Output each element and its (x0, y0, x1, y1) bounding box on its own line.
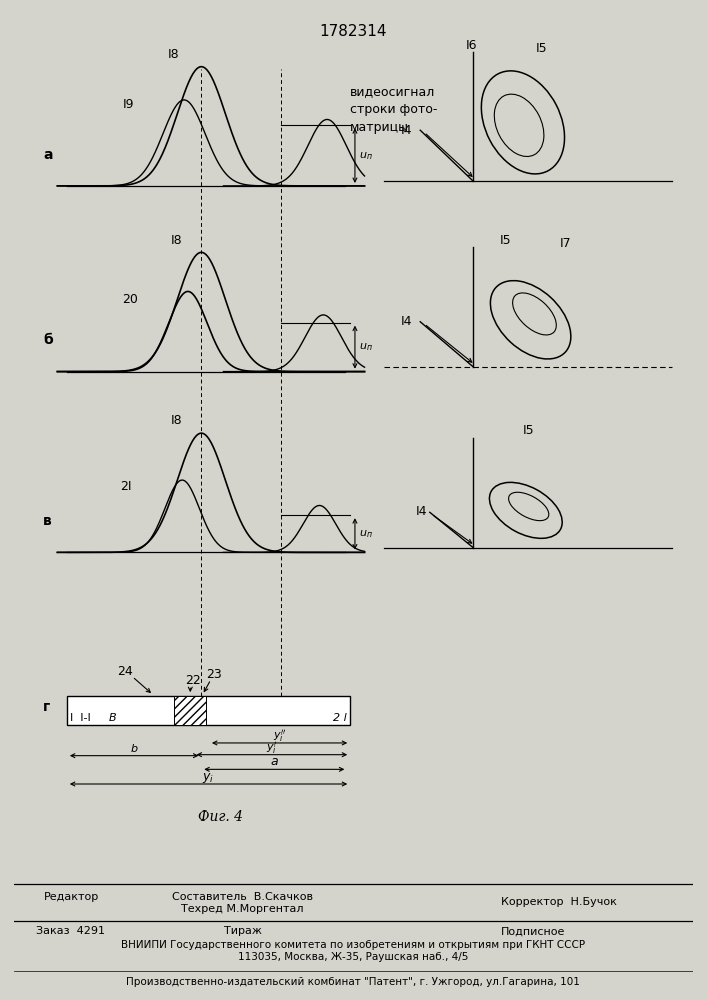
Text: I5: I5 (523, 424, 534, 437)
Text: 20: 20 (122, 293, 139, 306)
Bar (175, 696, 206, 725)
Text: в: в (43, 514, 52, 528)
Text: I9: I9 (122, 98, 134, 111)
Text: Редактор: Редактор (44, 892, 99, 902)
Text: Фиг. 4: Фиг. 4 (198, 810, 243, 824)
Text: I4: I4 (401, 124, 412, 137)
Text: 1782314: 1782314 (320, 24, 387, 39)
Text: Подписное: Подписное (501, 926, 566, 936)
Text: I8: I8 (168, 48, 180, 61)
Text: $u_п$: $u_п$ (358, 150, 373, 162)
Text: 23: 23 (206, 668, 222, 681)
Text: I5: I5 (535, 42, 547, 55)
Text: 2 l: 2 l (333, 713, 346, 723)
Text: I  I-I: I I-I (70, 713, 90, 723)
Text: I4: I4 (401, 315, 412, 328)
Text: I8: I8 (170, 414, 182, 427)
Text: 24: 24 (117, 665, 133, 678)
Text: I8: I8 (170, 234, 182, 247)
Text: Производственно-издательский комбинат "Патент", г. Ужгород, ул.Гагарина, 101: Производственно-издательский комбинат "П… (126, 977, 580, 987)
Text: б: б (43, 333, 53, 347)
Text: $y_i'$: $y_i'$ (267, 740, 278, 756)
Text: Корректор  Н.Бучок: Корректор Н.Бучок (501, 897, 617, 907)
Text: $b$: $b$ (130, 742, 139, 754)
Text: I6: I6 (465, 39, 477, 52)
Text: видеосигнал
строки фото-
матрицы: видеосигнал строки фото- матрицы (350, 85, 438, 134)
Text: B: B (109, 713, 117, 723)
Text: $u_п$: $u_п$ (358, 528, 373, 540)
Text: Техред М.Моргентал: Техред М.Моргентал (182, 904, 304, 914)
Text: 2I: 2I (119, 480, 132, 493)
Bar (67, 696, 350, 725)
Text: I5: I5 (500, 234, 512, 247)
Text: ВНИИПИ Государственного комитета по изобретениям и открытиям при ГКНТ СССР: ВНИИПИ Государственного комитета по изоб… (121, 940, 585, 950)
Text: $y_i$: $y_i$ (202, 771, 215, 785)
Text: $a$: $a$ (270, 755, 279, 768)
Text: г: г (43, 700, 50, 714)
Text: 22: 22 (185, 674, 201, 687)
Text: I7: I7 (559, 237, 571, 250)
Text: а: а (43, 148, 52, 162)
Text: Составитель  В.Скачков: Составитель В.Скачков (173, 892, 313, 902)
Text: $y_i''$: $y_i''$ (273, 728, 286, 744)
Text: $u_п$: $u_п$ (358, 341, 373, 353)
Text: I4: I4 (416, 505, 427, 518)
Text: 113035, Москва, Ж-35, Раушская наб., 4/5: 113035, Москва, Ж-35, Раушская наб., 4/5 (238, 952, 468, 962)
Text: Заказ  4291: Заказ 4291 (36, 926, 105, 936)
Text: Тираж: Тираж (223, 926, 262, 936)
